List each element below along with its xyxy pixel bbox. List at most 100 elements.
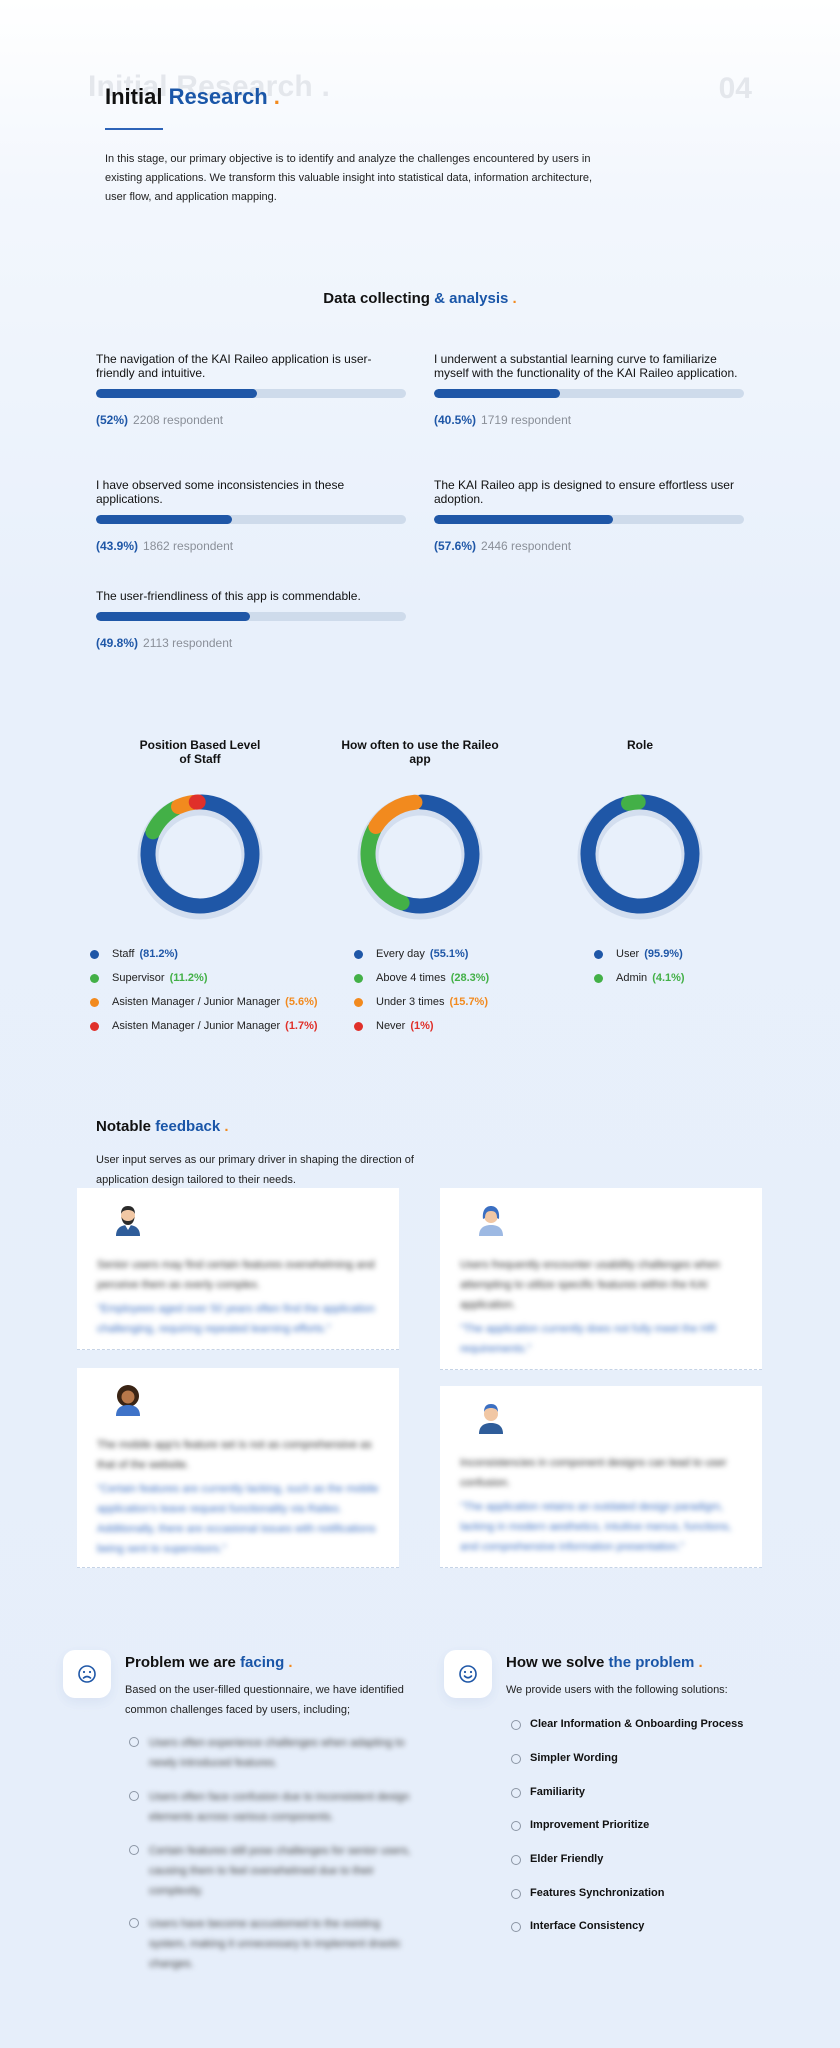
progress-track — [434, 389, 744, 398]
solution-item: Simpler Wording — [530, 1752, 618, 1764]
chart-legend: User (95.9%) Admin (4.1%) — [594, 942, 685, 990]
chart-title: Position Based Level of Staff — [139, 738, 261, 766]
legend-item: Every day (55.1%) — [354, 942, 489, 966]
feedback-quote: "The application currently does not full… — [460, 1323, 717, 1355]
list-bullet — [129, 1845, 139, 1855]
solution-item: Familiarity — [530, 1786, 586, 1798]
donut-slice-2 — [360, 822, 410, 911]
feedback-intro: User input serves as our primary driver … — [96, 1154, 414, 1186]
survey-question: The navigation of the KAI Raileo applica… — [96, 352, 372, 380]
survey-respondents: 2446 respondent — [481, 539, 572, 553]
legend-label: Asisten Manager / Junior Manager — [112, 1020, 281, 1032]
feedback-title: Notable feedback . — [96, 1118, 229, 1135]
survey-item: The KAI Raileo app is designed to ensure… — [434, 478, 744, 553]
woman-avatar-icon — [479, 1206, 503, 1236]
legend-item: Above 4 times (28.3%) — [354, 966, 489, 990]
legend-dot — [354, 949, 363, 959]
list-bullet — [511, 1821, 521, 1831]
survey-item: The user-friendliness of this app is com… — [96, 589, 406, 650]
survey-respondents: 1862 respondent — [143, 539, 234, 553]
progress-fill — [96, 389, 258, 398]
survey-stats: (57.6%) 2446 respondent — [434, 539, 744, 553]
legend-value: (81.2%) — [139, 948, 178, 960]
problem-title-part2: facing — [240, 1654, 285, 1671]
legend-dot — [90, 1021, 99, 1031]
feedback-quote: "Employees aged over 50 years often find… — [97, 1303, 375, 1335]
legend-label: Under 3 times — [376, 996, 445, 1008]
progress-fill — [96, 515, 233, 524]
legend-dot — [354, 1021, 363, 1031]
feedback-text: The mobile app's feature set is not as c… — [97, 1439, 372, 1471]
legend-label: Above 4 times — [376, 972, 446, 984]
legend-value: (11.2%) — [169, 972, 208, 984]
feedback-text: Inconsistencies in component designs can… — [460, 1457, 727, 1489]
legend-label: Every day — [376, 948, 425, 960]
page-title-dot: . — [267, 84, 280, 109]
survey-respondents: 2208 respondent — [133, 413, 224, 427]
survey-stats: (43.9%) 1862 respondent — [96, 539, 406, 553]
feedback-title-dot: . — [220, 1118, 229, 1135]
progress-fill — [434, 515, 613, 524]
survey-stats: (40.5%) 1719 respondent — [434, 413, 744, 427]
legend-dot — [90, 997, 99, 1007]
solution-item: Features Synchronization — [530, 1887, 665, 1899]
data-title-dot: . — [508, 290, 517, 307]
progress-track — [96, 612, 406, 621]
survey-item: The navigation of the KAI Raileo applica… — [96, 352, 406, 427]
progress-track — [96, 515, 406, 524]
survey-question: I underwent a substantial learning curve… — [434, 352, 738, 380]
chart-legend: Staff (81.2%) Supervisor (11.2%) Asisten M… — [90, 942, 318, 1038]
feedback-card: Inconsistencies in component designs can… — [440, 1386, 762, 1568]
solution-badge — [444, 1650, 492, 1698]
list-bullet — [511, 1788, 521, 1798]
legend-item: Admin (4.1%) — [594, 966, 685, 990]
feedback-quote: "Certain features are currently lacking,… — [97, 1483, 379, 1555]
legend-value: (1.7%) — [285, 1020, 318, 1032]
list-bullet — [511, 1720, 521, 1730]
survey-percent: (43.9%) — [96, 539, 139, 553]
list-bullet — [511, 1889, 521, 1899]
problem-item: Users have become accustomed to the exis… — [149, 1918, 401, 1970]
chart-title: Role — [626, 738, 653, 752]
legend-dot — [354, 997, 363, 1007]
intro-paragraph: In this stage, our primary objective is … — [105, 153, 593, 203]
survey-question: The KAI Raileo app is designed to ensure… — [434, 478, 734, 506]
problem-title-dot: . — [284, 1654, 293, 1671]
survey-stats: (52%) 2208 respondent — [96, 413, 406, 427]
solution-intro: We provide users with the following solu… — [506, 1684, 728, 1696]
feedback-text: Senior users may find certain features o… — [97, 1259, 375, 1291]
survey-percent: (52%) — [96, 413, 129, 427]
legend-dot — [90, 949, 99, 959]
progress-track — [434, 515, 744, 524]
legend-value: (95.9%) — [644, 948, 683, 960]
legend-value: (15.7%) — [449, 996, 489, 1008]
legend-dot — [90, 973, 99, 983]
list-bullet — [511, 1922, 521, 1932]
legend-item: Never (1%) — [354, 1014, 489, 1038]
problem-intro: Based on the user-filled questionnaire, … — [125, 1684, 404, 1716]
legend-label: Never — [376, 1020, 406, 1032]
list-bullet — [129, 1918, 139, 1928]
solution-title-part1: How we solve — [506, 1654, 609, 1671]
feedback-card: Users frequently encounter usability cha… — [440, 1188, 762, 1370]
data-title-part2: & analysis — [434, 290, 509, 307]
legend-item: User (95.9%) — [594, 942, 685, 966]
progress-fill — [96, 612, 251, 621]
survey-item: I have observed some inconsistencies in … — [96, 478, 406, 553]
legend-value: (1%) — [410, 1020, 434, 1032]
chart-title: How often to use the Raileo app — [341, 738, 499, 766]
progress-track — [96, 389, 406, 398]
legend-label: Supervisor — [112, 972, 165, 984]
sad-face-icon — [78, 1665, 96, 1683]
solution-item: Improvement Prioritize — [530, 1819, 650, 1831]
feedback-card: The mobile app's feature set is not as c… — [77, 1368, 399, 1568]
legend-value: (5.6%) — [285, 996, 318, 1008]
legend-dot — [594, 949, 603, 959]
legend-item: Asisten Manager / Junior Manager (5.6%) — [90, 990, 318, 1014]
legend-value: (28.3%) — [450, 972, 490, 984]
solution-item: Elder Friendly — [530, 1853, 604, 1865]
problem-badge — [63, 1650, 111, 1698]
list-bullet — [129, 1737, 139, 1747]
solution-title: How we solve the problem . — [506, 1654, 703, 1671]
feedback-title-part2: feedback — [155, 1118, 221, 1135]
